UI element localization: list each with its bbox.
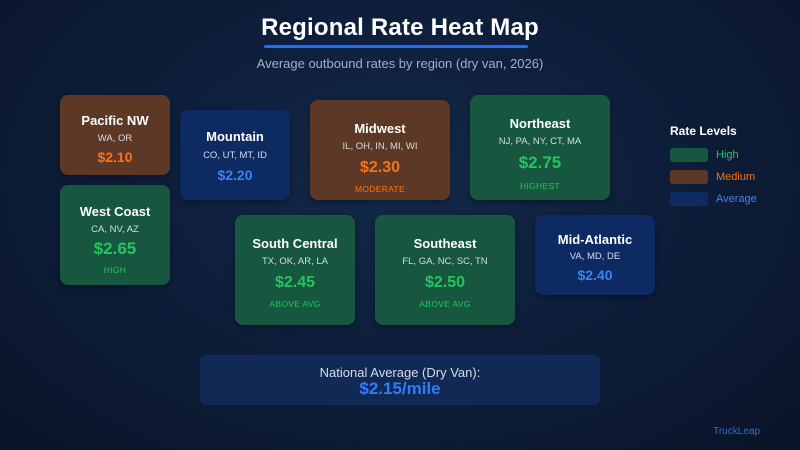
national-average-value: $2.15/mile bbox=[359, 379, 441, 398]
region-level: HIGHEST bbox=[520, 181, 560, 191]
region-rate: $2.45 bbox=[274, 274, 316, 291]
region-name: Mid-Atlantic bbox=[557, 232, 633, 247]
region-rate: $2.65 bbox=[93, 239, 137, 258]
region-states: TX, OK, AR, LA bbox=[262, 256, 328, 267]
region-rate: $2.40 bbox=[577, 267, 613, 283]
region-rate: $2.50 bbox=[424, 274, 466, 291]
legend-swatch-medium bbox=[670, 170, 708, 184]
region-name: Southeast bbox=[413, 236, 477, 251]
region-name: South Central bbox=[252, 236, 338, 251]
legend-label-average: Average bbox=[716, 193, 757, 205]
page-title: Regional Rate Heat Map bbox=[261, 14, 539, 41]
region-states: VA, MD, DE bbox=[569, 251, 621, 262]
region-name: Midwest bbox=[354, 121, 406, 136]
region-rate: $2.30 bbox=[359, 159, 401, 176]
region-pacific-nw: Pacific NW WA, OR $2.10 bbox=[60, 95, 170, 175]
region-mid-atlantic: Mid-Atlantic VA, MD, DE $2.40 bbox=[535, 215, 655, 295]
region-south-central: South Central TX, OK, AR, LA $2.45 ABOVE… bbox=[235, 215, 355, 325]
region-name: Mountain bbox=[206, 129, 264, 144]
region-states: CA, NV, AZ bbox=[91, 224, 139, 235]
legend-label-medium: Medium bbox=[716, 171, 756, 183]
region-name: West Coast bbox=[79, 204, 151, 219]
legend-swatch-high bbox=[670, 148, 708, 162]
national-average-panel: National Average (Dry Van): $2.15/mile bbox=[200, 355, 600, 405]
title-underline bbox=[264, 45, 528, 48]
region-rate: $2.75 bbox=[518, 153, 562, 172]
region-level: ABOVE AVG bbox=[269, 299, 321, 309]
region-northeast: Northeast NJ, PA, NY, CT, MA $2.75 HIGHE… bbox=[470, 95, 610, 200]
region-level: ABOVE AVG bbox=[419, 299, 471, 309]
region-states: IL, OH, IN, MI, WI bbox=[342, 141, 418, 152]
legend-label-high: High bbox=[716, 149, 739, 161]
page-subtitle: Average outbound rates by region (dry va… bbox=[256, 56, 544, 71]
region-states: WA, OR bbox=[97, 133, 133, 144]
region-name: Northeast bbox=[509, 116, 571, 131]
region-states: NJ, PA, NY, CT, MA bbox=[498, 136, 582, 147]
region-midwest: Midwest IL, OH, IN, MI, WI $2.30 MODERAT… bbox=[310, 100, 450, 200]
region-rate: $2.20 bbox=[217, 167, 253, 183]
region-states: FL, GA, NC, SC, TN bbox=[402, 256, 488, 267]
region-mountain: Mountain CO, UT, MT, ID $2.20 bbox=[180, 110, 290, 200]
region-name: Pacific NW bbox=[81, 113, 149, 128]
region-level: HIGH bbox=[103, 265, 127, 275]
national-average-label: National Average (Dry Van): bbox=[319, 365, 481, 380]
legend-swatch-average bbox=[670, 192, 708, 206]
brand-logo-text: TruckLeap bbox=[713, 426, 760, 437]
region-southeast: Southeast FL, GA, NC, SC, TN $2.50 ABOVE… bbox=[375, 215, 515, 325]
region-rate: $2.10 bbox=[97, 149, 133, 165]
legend-title: Rate Levels bbox=[670, 124, 737, 138]
region-west-coast: West Coast CA, NV, AZ $2.65 HIGH bbox=[60, 185, 170, 285]
region-states: CO, UT, MT, ID bbox=[203, 150, 267, 161]
region-level: MODERATE bbox=[355, 184, 405, 194]
